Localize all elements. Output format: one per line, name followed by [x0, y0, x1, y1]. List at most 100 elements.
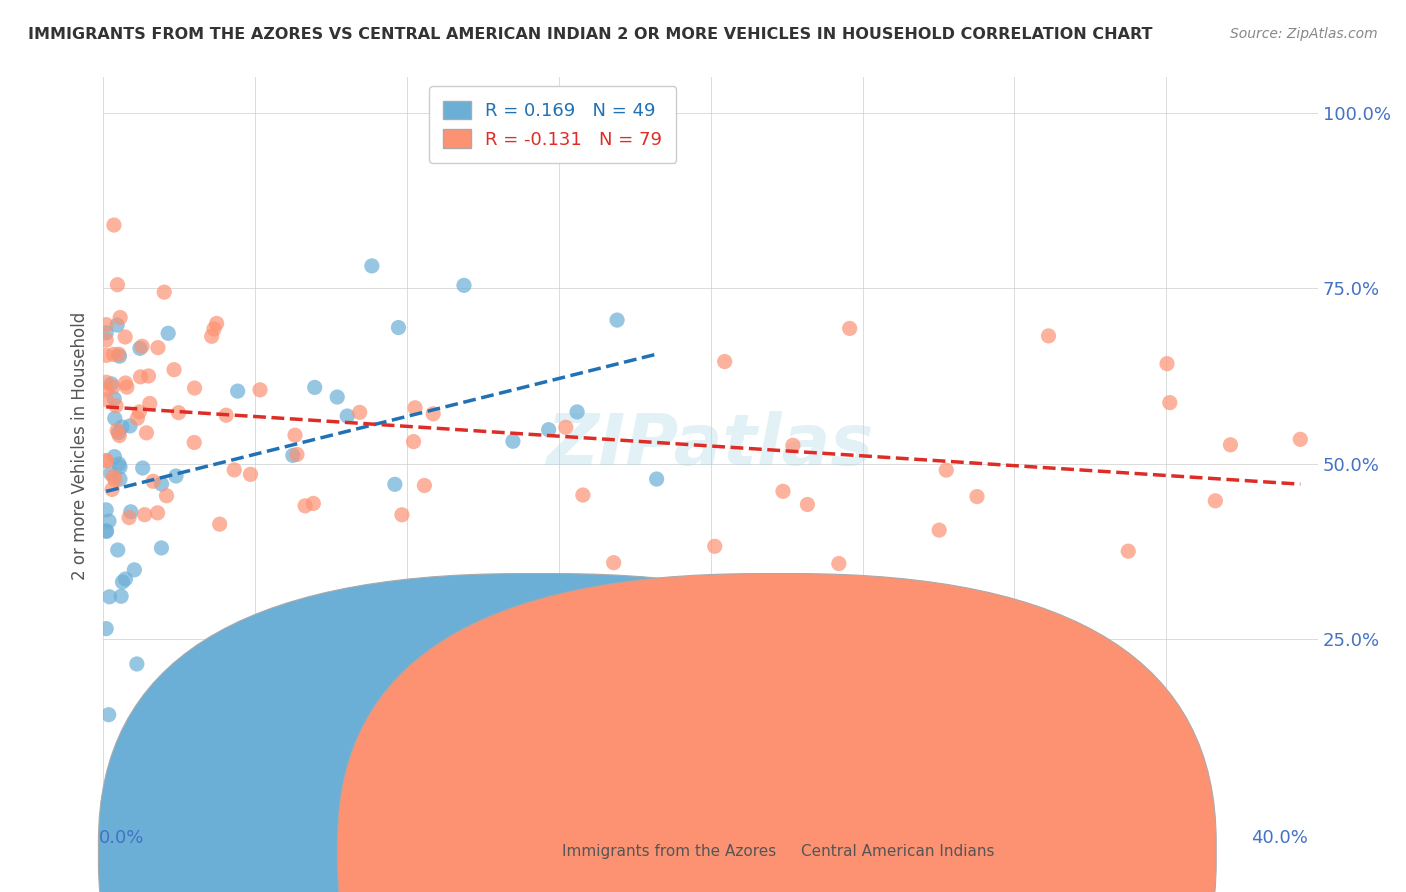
- Point: [606, 313, 628, 327]
- Point: [98, 590, 121, 604]
- Point: [1219, 438, 1241, 452]
- Point: [114, 572, 136, 586]
- Point: [202, 322, 225, 336]
- Point: [101, 483, 124, 497]
- Point: [184, 675, 207, 690]
- Point: [96, 376, 118, 390]
- Point: [108, 460, 131, 475]
- Point: [97, 514, 120, 528]
- Point: [108, 457, 131, 471]
- Text: ZIPatlas: ZIPatlas: [547, 411, 875, 481]
- Point: [96, 454, 118, 468]
- Point: [97, 707, 120, 722]
- Point: [413, 478, 436, 492]
- Point: [935, 463, 957, 477]
- Point: [384, 477, 406, 491]
- Point: [108, 472, 131, 486]
- Point: [1159, 395, 1181, 409]
- Point: [138, 368, 160, 383]
- Point: [1116, 544, 1139, 558]
- Point: [782, 438, 804, 452]
- Point: [772, 484, 794, 499]
- Point: [183, 435, 205, 450]
- Point: [1204, 493, 1226, 508]
- Point: [304, 380, 326, 394]
- Point: [422, 407, 444, 421]
- Point: [239, 467, 262, 482]
- Point: [107, 543, 129, 558]
- Point: [1156, 357, 1178, 371]
- Point: [118, 510, 141, 524]
- Text: Immigrants from the Azores: Immigrants from the Azores: [562, 845, 776, 859]
- Point: [1289, 432, 1312, 446]
- Point: [107, 347, 129, 361]
- Point: [134, 508, 156, 522]
- Point: [96, 333, 118, 347]
- Point: [336, 409, 359, 423]
- Point: [108, 428, 131, 442]
- Point: [107, 425, 129, 440]
- Point: [302, 496, 325, 510]
- Point: [108, 349, 131, 363]
- Point: [107, 277, 129, 292]
- Point: [453, 278, 475, 293]
- Point: [205, 317, 228, 331]
- Point: [966, 490, 988, 504]
- Point: [103, 450, 125, 464]
- Point: [602, 556, 624, 570]
- Point: [796, 498, 818, 512]
- Point: [153, 285, 176, 300]
- Point: [96, 524, 118, 538]
- Point: [131, 461, 153, 475]
- Point: [100, 376, 122, 391]
- Point: [703, 539, 725, 553]
- Point: [96, 503, 118, 517]
- Point: [828, 557, 851, 571]
- Text: IMMIGRANTS FROM THE AZORES VS CENTRAL AMERICAN INDIAN 2 OR MORE VEHICLES IN HOUS: IMMIGRANTS FROM THE AZORES VS CENTRAL AM…: [28, 27, 1153, 42]
- Point: [101, 380, 124, 394]
- Point: [96, 392, 118, 407]
- Point: [157, 326, 180, 341]
- Point: [111, 420, 134, 434]
- Point: [208, 517, 231, 532]
- Point: [163, 362, 186, 376]
- Point: [402, 434, 425, 449]
- Point: [387, 320, 409, 334]
- Point: [554, 420, 576, 434]
- Point: [103, 347, 125, 361]
- Point: [224, 463, 246, 477]
- Point: [118, 418, 141, 433]
- Point: [103, 469, 125, 483]
- Point: [1038, 329, 1060, 343]
- Point: [572, 488, 595, 502]
- Point: [537, 423, 560, 437]
- Point: [131, 339, 153, 353]
- Point: [114, 376, 136, 390]
- Point: [110, 589, 132, 603]
- Point: [645, 472, 668, 486]
- Point: [150, 477, 173, 491]
- Point: [565, 405, 588, 419]
- Point: [226, 384, 249, 398]
- Point: [142, 475, 165, 489]
- Point: [249, 383, 271, 397]
- Point: [108, 310, 131, 325]
- Point: [713, 354, 735, 368]
- Point: [165, 469, 187, 483]
- Point: [391, 508, 413, 522]
- Text: Central American Indians: Central American Indians: [801, 845, 995, 859]
- Point: [201, 329, 224, 343]
- Point: [96, 326, 118, 340]
- Point: [294, 499, 316, 513]
- Point: [285, 447, 308, 461]
- Point: [100, 467, 122, 481]
- Point: [135, 425, 157, 440]
- Point: [96, 383, 118, 397]
- Text: 40.0%: 40.0%: [1251, 829, 1308, 847]
- Point: [127, 411, 149, 425]
- Text: Source: ZipAtlas.com: Source: ZipAtlas.com: [1230, 27, 1378, 41]
- Point: [928, 523, 950, 537]
- Point: [115, 380, 138, 394]
- Legend: R = 0.169   N = 49, R = -0.131   N = 79: R = 0.169 N = 49, R = -0.131 N = 79: [429, 87, 676, 163]
- Point: [150, 541, 173, 555]
